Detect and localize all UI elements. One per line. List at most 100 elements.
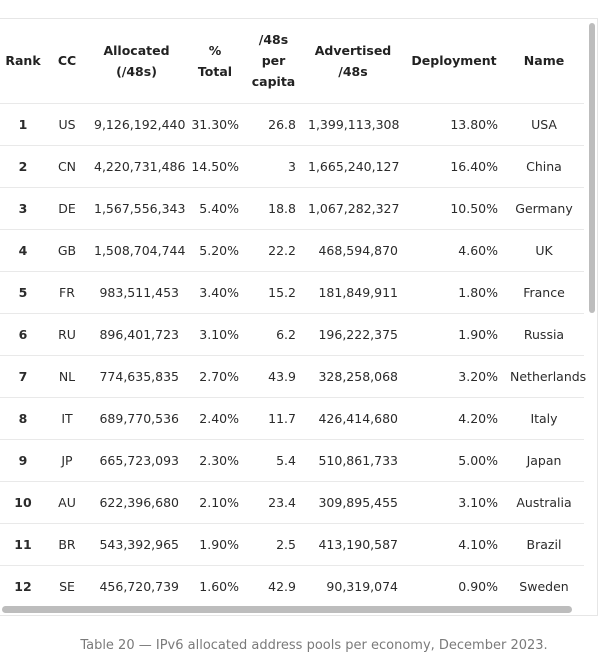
cell-per-capita: 6.2 (276, 326, 296, 342)
cell-advertised: 1,665,240,127 (308, 158, 400, 174)
horizontal-scrollbar-thumb[interactable] (2, 606, 572, 613)
cell-allocated: 983,511,453 (99, 284, 179, 300)
cell-per-capita: 43.9 (268, 368, 296, 384)
cell-rank: 10 (14, 494, 32, 510)
header-deployment: Deployment (411, 53, 497, 69)
cell-percent-total: 5.40% (199, 200, 239, 216)
cell-percent-total: 3.10% (199, 326, 239, 342)
table-row: 1 US 9,126,192,440 31.30% 26.8 1,399,113,308 1… (0, 103, 584, 145)
cell-cc: AU (58, 494, 76, 510)
cell-allocated: 456,720,739 (99, 578, 179, 594)
cell-deployment: 16.40% (450, 158, 498, 174)
cell-name: Japan (526, 452, 562, 468)
cell-name: Netherlands (510, 368, 587, 384)
header-per-capita: /48s per capita (251, 32, 296, 90)
cell-per-capita: 23.4 (268, 494, 296, 510)
cell-deployment: 13.80% (450, 116, 498, 132)
cell-name: Sweden (519, 578, 569, 594)
table-row: 5 FR 983,511,453 3.40% 15.2 181,849,911 1.80% F… (0, 271, 584, 313)
cell-rank: 2 (18, 158, 28, 174)
cell-name: UK (535, 242, 553, 258)
cell-rank: 3 (18, 200, 28, 216)
cell-cc: SE (59, 578, 75, 594)
cell-cc: JP (61, 452, 73, 468)
header-percent-total: % Total (197, 42, 233, 79)
cell-name: Brazil (526, 536, 562, 552)
vertical-scrollbar-thumb[interactable] (589, 23, 595, 313)
cell-cc: BR (58, 536, 76, 552)
cell-percent-total: 3.40% (199, 284, 239, 300)
cell-percent-total: 2.70% (199, 368, 239, 384)
cell-name: Germany (515, 200, 573, 216)
cell-deployment: 4.10% (458, 536, 498, 552)
cell-percent-total: 2.10% (199, 494, 239, 510)
cell-allocated: 543,392,965 (99, 536, 179, 552)
cell-advertised: 468,594,870 (318, 242, 398, 258)
cell-percent-total: 2.40% (199, 410, 239, 426)
header-cc: CC (57, 53, 77, 69)
cell-rank: 11 (14, 536, 32, 552)
cell-name: Russia (523, 326, 565, 342)
cell-name: China (526, 158, 562, 174)
table-row: 4 GB 1,508,704,744 5.20% 22.2 468,594,870 4.60… (0, 229, 584, 271)
cell-rank: 9 (18, 452, 28, 468)
cell-allocated: 4,220,731,486 (94, 158, 186, 174)
cell-allocated: 689,770,536 (99, 410, 179, 426)
cell-percent-total: 14.50% (191, 158, 239, 174)
cell-rank: 4 (18, 242, 28, 258)
cell-cc: IT (61, 410, 73, 426)
table-row: 6 RU 896,401,723 3.10% 6.2 196,222,375 1.90% Ru… (0, 313, 584, 355)
cell-advertised: 181,849,911 (318, 284, 398, 300)
header-name: Name (523, 53, 565, 69)
table-row: 3 DE 1,567,556,343 5.40% 18.8 1,067,282,327 10… (0, 187, 584, 229)
table-row: 12 SE 456,720,739 1.60% 42.9 90,319,074 0.90% S… (0, 565, 584, 607)
table-row: 10 AU 622,396,680 2.10% 23.4 309,895,455 3.10%… (0, 481, 584, 523)
cell-percent-total: 31.30% (191, 116, 239, 132)
cell-per-capita: 42.9 (268, 578, 296, 594)
cell-cc: NL (58, 368, 76, 384)
cell-advertised: 510,861,733 (318, 452, 398, 468)
cell-cc: DE (58, 200, 76, 216)
table-row: 9 JP 665,723,093 2.30% 5.4 510,861,733 5.00% Ja… (0, 439, 584, 481)
table-body: 1 US 9,126,192,440 31.30% 26.8 1,399,113,308 1… (0, 103, 587, 607)
cell-rank: 7 (18, 368, 28, 384)
cell-advertised: 309,895,455 (318, 494, 398, 510)
cell-advertised: 1,399,113,308 (308, 116, 400, 132)
table-header-row: Rank CC Allocated (/48s) % Total/48s per capita… (0, 19, 584, 103)
cell-allocated: 622,396,680 (99, 494, 179, 510)
cell-name: USA (531, 116, 557, 132)
cell-allocated: 896,401,723 (99, 326, 179, 342)
cell-rank: 8 (18, 410, 28, 426)
cell-percent-total: 1.90% (199, 536, 239, 552)
cell-deployment: 4.60% (458, 242, 498, 258)
cell-rank: 12 (14, 578, 32, 594)
cell-per-capita: 15.2 (268, 284, 296, 300)
cell-advertised: 328,258,068 (318, 368, 398, 384)
cell-allocated: 665,723,093 (99, 452, 179, 468)
table-caption: Table 20 — IPv6 allocated address pools … (80, 638, 548, 653)
table-row: 11 BR 543,392,965 1.90% 2.5 413,190,587 4.10% B… (0, 523, 584, 565)
cell-per-capita: 26.8 (268, 116, 296, 132)
cell-advertised: 413,190,587 (318, 536, 398, 552)
cell-name: Australia (516, 494, 572, 510)
cell-cc: CN (57, 158, 77, 174)
cell-percent-total: 1.60% (199, 578, 239, 594)
cell-deployment: 0.90% (458, 578, 498, 594)
cell-deployment: 5.00% (458, 452, 498, 468)
cell-per-capita: 3 (288, 158, 296, 174)
cell-per-capita: 22.2 (268, 242, 296, 258)
cell-allocated: 774,635,835 (99, 368, 179, 384)
cell-advertised: 90,319,074 (326, 578, 398, 594)
cell-deployment: 4.20% (458, 410, 498, 426)
cell-rank: 5 (18, 284, 28, 300)
cell-per-capita: 11.7 (268, 410, 296, 426)
table-row: 2 CN 4,220,731,486 14.50% 3 1,665,240,127 16.4… (0, 145, 584, 187)
cell-per-capita: 2.5 (276, 536, 296, 552)
cell-rank: 1 (18, 116, 28, 132)
cell-rank: 6 (18, 326, 28, 342)
cell-percent-total: 2.30% (199, 452, 239, 468)
cell-advertised: 196,222,375 (318, 326, 398, 342)
cell-cc: FR (59, 284, 75, 300)
cell-allocated: 9,126,192,440 (94, 116, 186, 132)
cell-per-capita: 5.4 (276, 452, 296, 468)
